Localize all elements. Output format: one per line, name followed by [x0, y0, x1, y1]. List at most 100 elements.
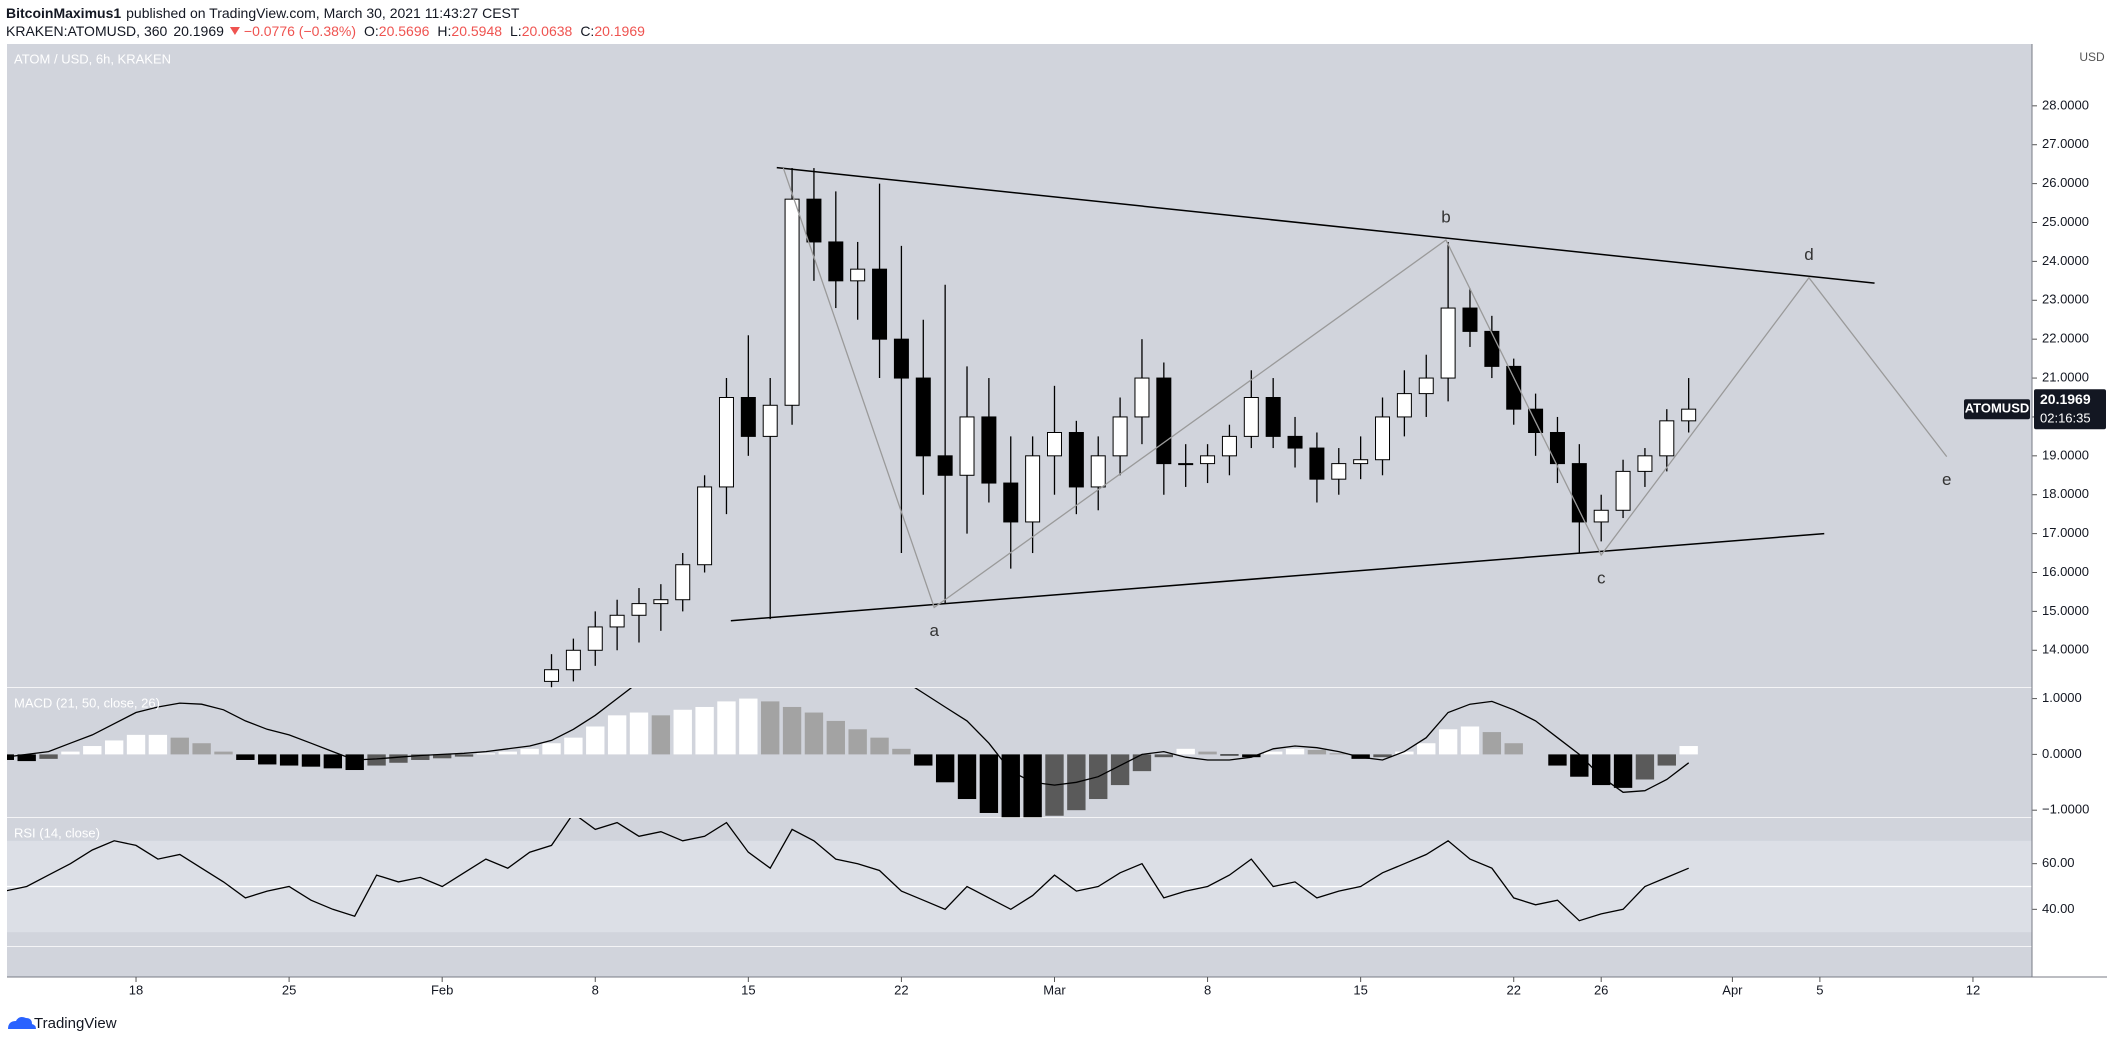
macd-histogram-bar	[345, 754, 364, 771]
header-line-2: KRAKEN:ATOMUSD, 360 20.1969 −0.0776 (−0.38…	[6, 23, 645, 39]
x-tick-label: 12	[1966, 982, 1980, 997]
macd-histogram-bar	[61, 751, 80, 755]
macd-histogram-bar	[651, 715, 671, 755]
macd-histogram-bar	[1220, 754, 1239, 756]
macd-histogram-bar	[126, 734, 146, 755]
macd-histogram-bar	[214, 751, 233, 755]
macd-histogram-bar	[564, 737, 583, 755]
x-tick-label: 26	[1594, 982, 1608, 997]
macd-histogram-bar	[935, 754, 955, 783]
x-tick-label: Feb	[431, 982, 453, 997]
candle-body	[959, 416, 975, 476]
macd-histogram-bar	[1657, 754, 1676, 766]
change: −0.0776 (−0.38%)	[244, 23, 356, 39]
y-tick-label: 21.0000	[2042, 369, 2089, 384]
candle-body	[631, 603, 647, 616]
macd-histogram-bar	[1613, 754, 1633, 788]
macd-histogram-bar	[761, 701, 780, 755]
macd-histogram-bar	[258, 754, 277, 765]
macd-histogram-bar	[1110, 754, 1130, 786]
candle-body	[828, 241, 844, 282]
macd-histogram-bar	[957, 754, 977, 800]
macd-histogram-bar	[1263, 751, 1283, 755]
macd-histogram-bar	[1395, 751, 1414, 755]
y-tick-label: 0.0000	[2042, 746, 2082, 761]
macd-histogram-bar	[979, 754, 999, 813]
macd-histogram-bar	[1438, 729, 1458, 755]
candle-body	[609, 614, 625, 628]
candle-body	[1068, 432, 1084, 488]
wave-label: b	[1441, 207, 1450, 226]
currency: USD	[2079, 50, 2105, 64]
candle-body	[1681, 408, 1697, 422]
candle-body	[937, 455, 953, 476]
candle-body	[1353, 459, 1369, 465]
candle-body	[1090, 455, 1106, 488]
candle-body	[762, 404, 778, 437]
wave-label: d	[1804, 245, 1813, 264]
macd-histogram-bar	[542, 743, 561, 755]
candle-body	[675, 564, 691, 601]
macd-histogram-bar	[454, 754, 474, 757]
candle-body	[718, 397, 734, 488]
macd-histogram-bar	[1329, 753, 1348, 755]
macd-histogram-bar	[1504, 743, 1523, 755]
symbol: KRAKEN:ATOMUSD, 360	[6, 23, 168, 39]
macd-histogram-bar	[1132, 754, 1152, 772]
pane-title: ATOM / USD, 6h, KRAKEN	[14, 51, 171, 66]
macd-histogram-bar	[432, 754, 452, 759]
pane-title: MACD (21, 50, close, 26)	[14, 695, 160, 710]
macd-histogram-bar	[476, 753, 496, 755]
candle-body	[587, 626, 603, 651]
macd-histogram-bar	[192, 743, 211, 755]
last-price: 20.1969	[2040, 391, 2091, 407]
ohlc-value: 20.5948	[451, 23, 502, 39]
macd-histogram-bar	[1570, 754, 1589, 777]
brand: TradingView	[8, 1015, 117, 1032]
macd-line	[7, 688, 1690, 793]
y-tick-label: 40.00	[2042, 901, 2075, 916]
candle-body	[1265, 397, 1281, 437]
brand-name: TradingView	[34, 1015, 117, 1032]
y-tick-label: 60.00	[2042, 855, 2075, 870]
x-tick-label: Apr	[1722, 982, 1743, 997]
y-tick-label: 23.0000	[2042, 292, 2089, 307]
macd-histogram-bar	[739, 698, 758, 755]
candle-body	[784, 198, 800, 406]
macd-histogram-bar	[1001, 754, 1020, 818]
header-line-1: BitcoinMaximus1 published on TradingView.…	[6, 5, 520, 21]
ohlc-label: O:	[364, 23, 379, 39]
candle-body	[1506, 365, 1522, 410]
macd-histogram-bar	[411, 754, 430, 760]
author[interactable]: BitcoinMaximus1	[6, 5, 121, 21]
macd-histogram-bar	[695, 706, 714, 755]
y-tick-label: 15.0000	[2042, 603, 2089, 618]
down-arrow	[229, 27, 240, 35]
candle-body	[1659, 420, 1675, 457]
macd-histogram-bar	[848, 729, 867, 755]
macd-histogram-bar	[1592, 754, 1611, 786]
y-tick-label: −1.0000	[2042, 802, 2089, 817]
candle-body	[1200, 455, 1216, 465]
candle-body	[1331, 463, 1347, 480]
candle-body	[1396, 393, 1412, 418]
countdown: 02:16:35	[2040, 411, 2091, 426]
candle-body	[1156, 377, 1172, 465]
candle-body	[1112, 416, 1128, 457]
pane	[7, 688, 1698, 818]
macd-histogram-bar	[607, 715, 627, 755]
macd-histogram-bar	[1176, 748, 1195, 755]
price: 20.1969	[173, 23, 224, 39]
blank-strip	[7, 947, 2032, 977]
y-tick-label: 18.0000	[2042, 486, 2089, 501]
candle-body	[653, 599, 669, 605]
symbol-badge	[1964, 399, 2030, 420]
macd-histogram-bar	[17, 754, 36, 762]
x-tick-label: 8	[1204, 982, 1211, 997]
wave-label: e	[1942, 470, 1951, 489]
candle-body	[1243, 397, 1259, 437]
y-tick-label: 27.0000	[2042, 136, 2089, 151]
macd-histogram-bar	[1548, 754, 1567, 766]
trendline	[730, 532, 1825, 622]
